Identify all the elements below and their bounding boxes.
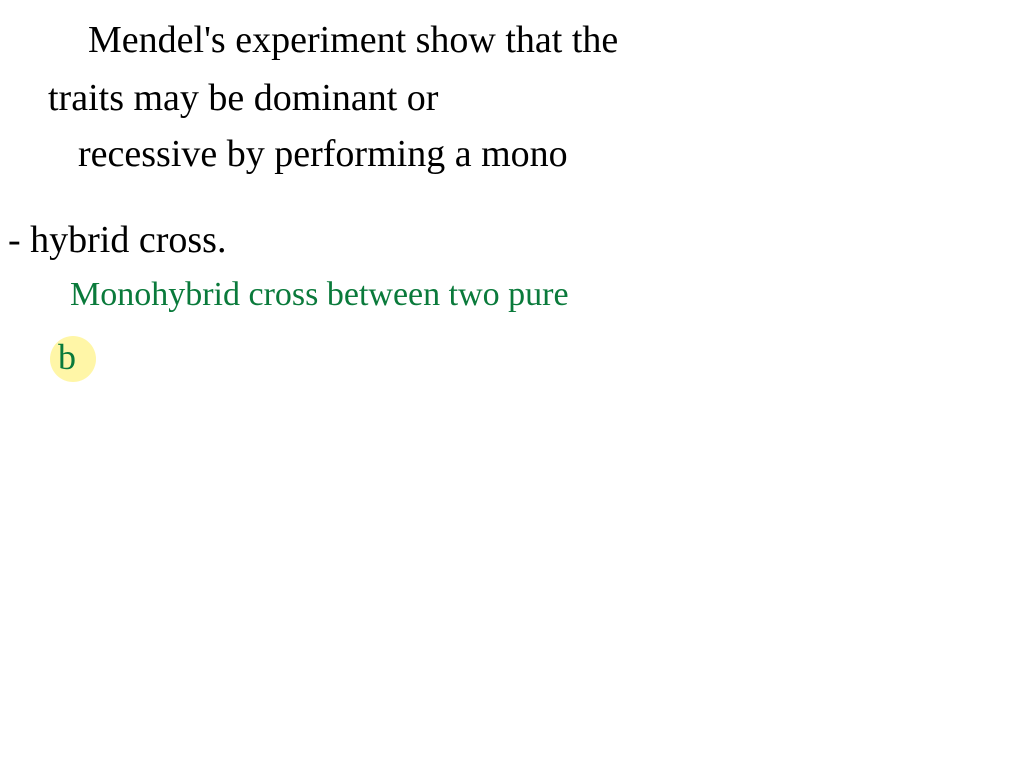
text-line-1: Mendel's experiment show that the	[88, 18, 618, 62]
text-line-5: Monohybrid cross between two pure	[70, 276, 569, 314]
text-line-3: recessive by performing a mono	[78, 132, 568, 176]
text-line-6: b	[58, 336, 76, 378]
handwriting-canvas: Mendel's experiment show that the traits…	[0, 0, 1024, 768]
text-line-4: - hybrid cross.	[8, 218, 226, 262]
text-line-2: traits may be dominant or	[48, 76, 438, 120]
